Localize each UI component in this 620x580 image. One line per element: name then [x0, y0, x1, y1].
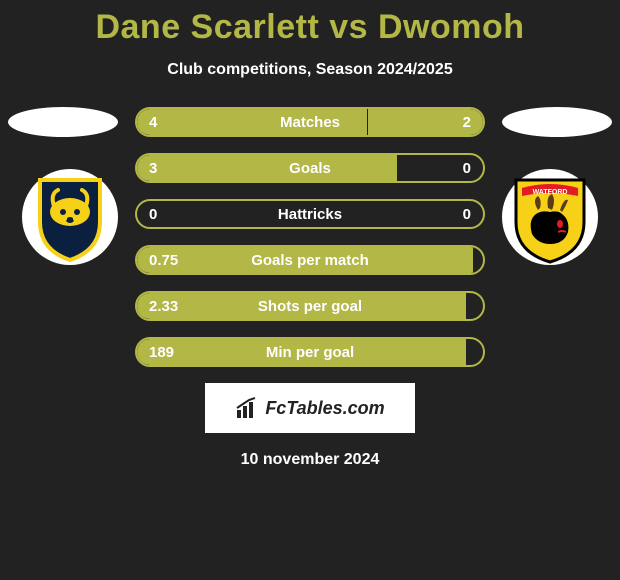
- stat-row: 0Hattricks0: [135, 199, 485, 229]
- stat-row: 189Min per goal: [135, 337, 485, 367]
- stat-label: Goals per match: [137, 247, 483, 273]
- date-text: 10 november 2024: [0, 451, 620, 469]
- page-subtitle: Club competitions, Season 2024/2025: [0, 61, 620, 79]
- stat-label: Shots per goal: [137, 293, 483, 319]
- oxford-united-crest-icon: [30, 172, 110, 262]
- stat-label: Min per goal: [137, 339, 483, 365]
- right-team-badge: WATFORD: [500, 167, 600, 267]
- svg-text:WATFORD: WATFORD: [533, 189, 568, 196]
- left-badge-circle: [22, 169, 118, 265]
- left-team-badge: [20, 167, 120, 267]
- stats-bars: 4Matches23Goals00Hattricks00.75Goals per…: [135, 107, 485, 367]
- watford-crest-icon: WATFORD: [508, 170, 592, 264]
- stat-label: Matches: [137, 109, 483, 135]
- stat-label: Goals: [137, 155, 483, 181]
- chart-icon: [235, 396, 259, 420]
- footer-brand-text: FcTables.com: [265, 398, 384, 419]
- stat-value-right: 0: [463, 155, 471, 181]
- left-ellipse-decor: [8, 107, 118, 137]
- stat-value-right: 2: [463, 109, 471, 135]
- footer-brand: FcTables.com: [205, 383, 415, 433]
- stat-row: 4Matches2: [135, 107, 485, 137]
- stat-row: 3Goals0: [135, 153, 485, 183]
- stat-row: 2.33Shots per goal: [135, 291, 485, 321]
- right-ellipse-decor: [502, 107, 612, 137]
- comparison-panel: WATFORD 4Matches23Goals00Hattricks00.75G…: [0, 107, 620, 367]
- stat-label: Hattricks: [137, 201, 483, 227]
- right-badge-circle: WATFORD: [502, 169, 598, 265]
- stat-value-right: 0: [463, 201, 471, 227]
- page-title: Dane Scarlett vs Dwomoh: [0, 0, 620, 47]
- stat-row: 0.75Goals per match: [135, 245, 485, 275]
